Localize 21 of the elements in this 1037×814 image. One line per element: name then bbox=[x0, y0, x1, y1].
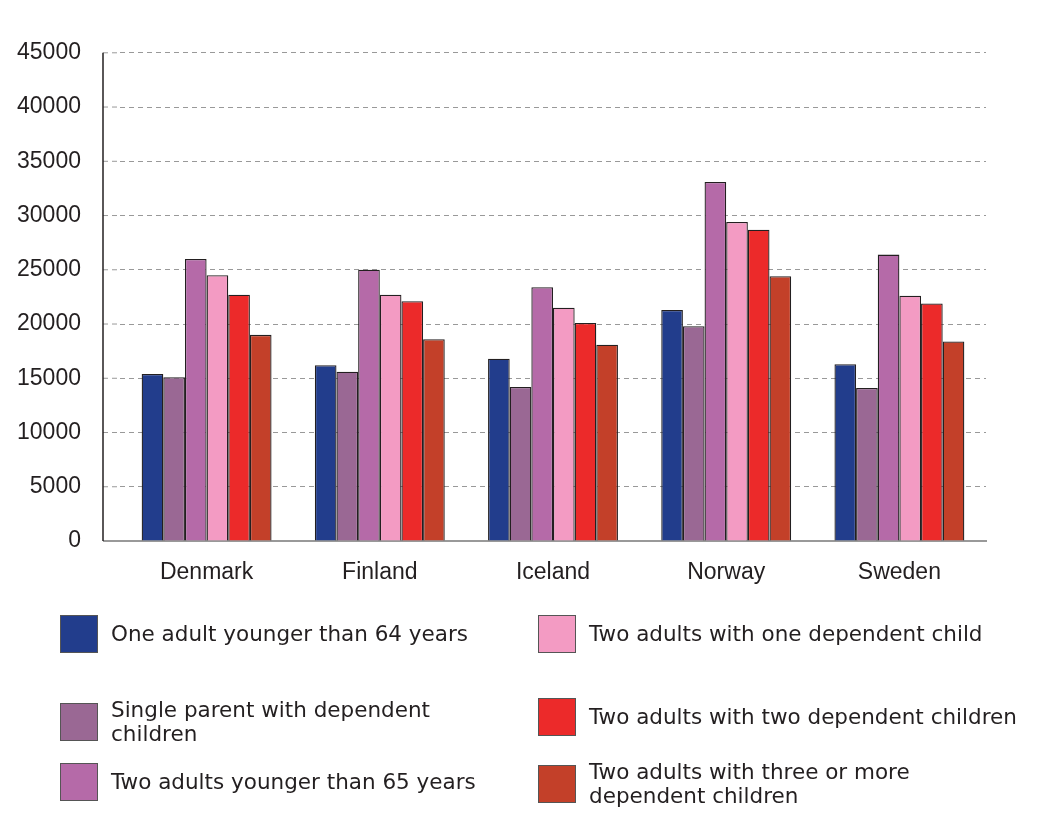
legend-label: Two adults with one dependent child bbox=[589, 620, 983, 647]
x-tick-label: Norway bbox=[687, 558, 766, 585]
x-tick-label: Finland bbox=[342, 558, 418, 585]
y-tick-label: 25000 bbox=[17, 255, 81, 282]
y-tick-label: 30000 bbox=[17, 200, 81, 227]
y-tick-label: 15000 bbox=[17, 363, 81, 390]
y-tick-label: 40000 bbox=[17, 92, 81, 119]
y-tick-label: 35000 bbox=[17, 146, 81, 173]
x-tick-label: Iceland bbox=[515, 558, 591, 585]
y-tick-label: 45000 bbox=[17, 38, 81, 65]
x-tick-label: Sweden bbox=[857, 558, 941, 585]
y-tick-label: 10000 bbox=[17, 417, 81, 444]
x-tick-label: Denmark bbox=[159, 558, 254, 585]
legend-label: Two adults with two dependent children bbox=[589, 703, 1017, 730]
legend-label: Two adults with three or more dependent children bbox=[589, 759, 911, 809]
y-tick-label: 0 bbox=[68, 526, 81, 553]
legend-label: Two adults younger than 65 years bbox=[111, 768, 476, 795]
y-tick-label: 5000 bbox=[29, 472, 81, 499]
legend-label: One adult younger than 64 years bbox=[111, 620, 469, 647]
y-tick-label: 20000 bbox=[17, 309, 81, 336]
legend-label: Single parent with dependent children bbox=[111, 697, 431, 747]
